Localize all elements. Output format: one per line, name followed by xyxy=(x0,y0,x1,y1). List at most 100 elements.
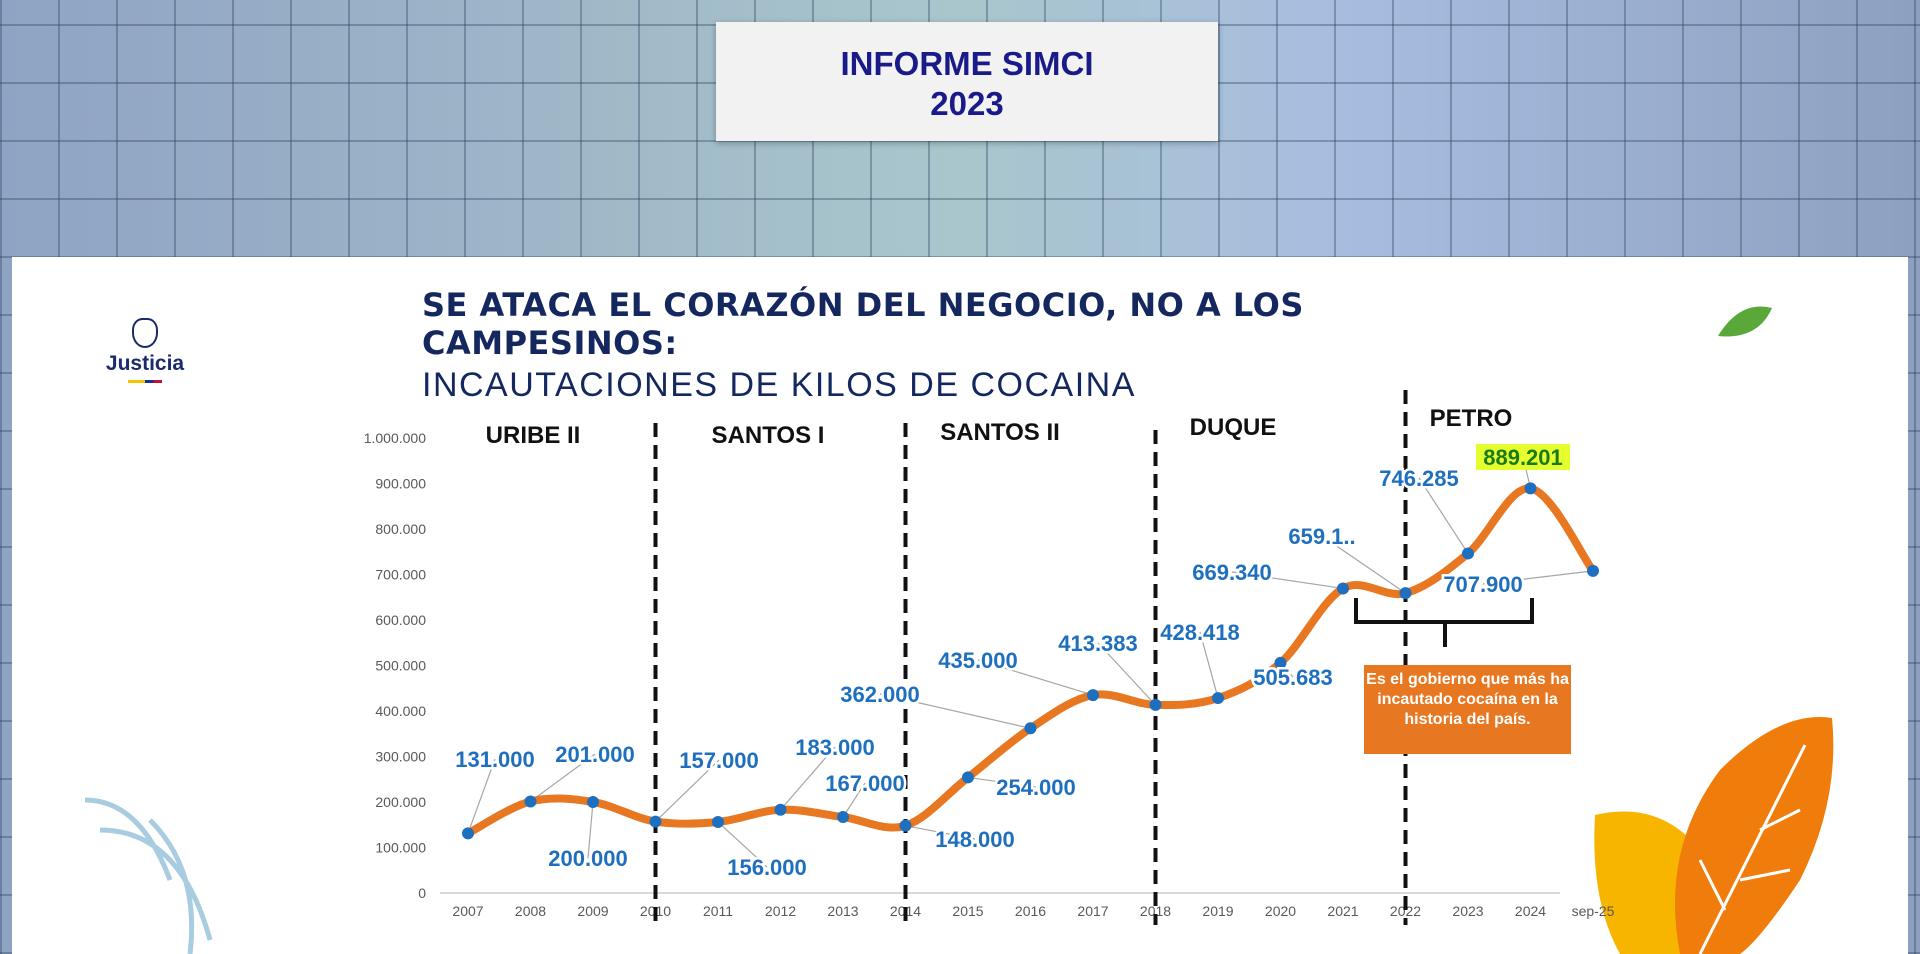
x-tick-label: 2024 xyxy=(1515,903,1546,919)
leader-line xyxy=(977,659,1094,696)
leader-line xyxy=(1231,571,1344,590)
data-label: 413.383 xyxy=(1058,631,1138,656)
banner-line1: INFORME SIMCI xyxy=(840,45,1094,82)
x-tick-label: 2011 xyxy=(703,903,733,919)
data-point xyxy=(1462,547,1474,560)
leader-line xyxy=(879,693,1031,729)
report-banner: INFORME SIMCI 2023 xyxy=(716,22,1218,141)
leader-line xyxy=(530,753,596,803)
y-tick-label: 0 xyxy=(418,885,426,901)
slide-title: SE ATACA EL CORAZÓN DEL NEGOCIO, NO A LO… xyxy=(422,286,1304,362)
data-label: 201.000 xyxy=(555,742,635,767)
data-label: 669.340 xyxy=(1192,560,1272,585)
leader-line xyxy=(1199,631,1219,699)
x-tick-label: 2019 xyxy=(1202,903,1233,919)
callout-note: Es el gobierno que más ha incautado coca… xyxy=(1364,665,1571,754)
leader-line xyxy=(655,759,720,822)
x-tick-label: 2023 xyxy=(1452,903,1483,919)
data-label: 505.683 xyxy=(1253,665,1333,690)
leader-line xyxy=(905,825,976,840)
data-point xyxy=(712,816,724,829)
slide-panel xyxy=(12,257,1908,954)
data-point xyxy=(899,819,912,832)
x-tick-label: sep-25 xyxy=(1572,903,1615,919)
data-label: 148.000 xyxy=(935,827,1015,852)
x-tick-label: 2008 xyxy=(515,903,546,919)
highlight-box xyxy=(1476,444,1570,470)
leaf-green-icon xyxy=(1718,306,1772,337)
x-tick-label: 2022 xyxy=(1390,903,1421,919)
leader-line xyxy=(967,776,1037,788)
x-tick-label: 2012 xyxy=(765,903,796,919)
data-label: 362.000 xyxy=(840,682,920,707)
justicia-logo: Justicia xyxy=(100,318,190,387)
data-point xyxy=(1087,689,1099,702)
x-tick-label: 2020 xyxy=(1265,903,1296,919)
y-tick-label: 900.000 xyxy=(375,476,426,492)
y-tick-label: 400.000 xyxy=(375,703,426,719)
y-tick-label: 700.000 xyxy=(375,567,426,583)
data-point xyxy=(1524,482,1537,495)
x-tick-label: 2021 xyxy=(1327,903,1358,919)
leader-line xyxy=(717,821,768,868)
y-tick-label: 100.000 xyxy=(375,840,426,856)
data-label: 254.000 xyxy=(996,775,1076,800)
leader-line xyxy=(780,746,836,811)
flag-stripe xyxy=(128,380,162,383)
x-tick-label: 2007 xyxy=(452,903,483,919)
y-tick-label: 500.000 xyxy=(375,658,426,674)
data-point xyxy=(649,815,662,828)
data-point xyxy=(774,803,787,816)
data-label: 167.000 xyxy=(825,771,905,796)
data-label: 746.285 xyxy=(1379,466,1459,491)
coat-of-arms-icon xyxy=(132,318,158,348)
data-label: 428.418 xyxy=(1160,620,1240,645)
data-label: 707.900 xyxy=(1443,572,1523,597)
data-point xyxy=(1212,692,1224,705)
data-label: 156.000 xyxy=(727,855,807,880)
data-label: 659.1.. xyxy=(1288,524,1355,549)
petro-bracket xyxy=(1354,598,1534,647)
x-tick-label: 2017 xyxy=(1077,903,1108,919)
data-label: 435.000 xyxy=(938,648,1018,673)
x-tick-label: 2015 xyxy=(952,903,983,919)
x-tick-label: 2009 xyxy=(577,903,608,919)
leader-line xyxy=(842,782,866,818)
data-point xyxy=(1399,587,1412,600)
leader-line xyxy=(1097,642,1156,706)
leaf-vein xyxy=(1698,744,1807,954)
data-label: 183.000 xyxy=(795,735,875,760)
chart-subtitle: INCAUTACIONES DE KILOS DE COCAINA xyxy=(422,366,1136,404)
data-point xyxy=(962,771,974,784)
y-tick-label: 1.000.000 xyxy=(364,430,426,446)
data-point xyxy=(1587,564,1599,577)
data-point xyxy=(1274,656,1287,669)
y-tick-label: 800.000 xyxy=(375,521,426,537)
data-point xyxy=(1149,698,1162,711)
decorations xyxy=(84,306,1834,954)
data-point xyxy=(837,811,849,824)
data-point xyxy=(1024,722,1037,735)
leader-line xyxy=(1418,477,1469,554)
leader-line xyxy=(467,758,496,834)
y-tick-label: 300.000 xyxy=(375,749,426,765)
leader-line xyxy=(1321,535,1406,594)
x-tick-label: 2016 xyxy=(1015,903,1046,919)
data-label: 200.000 xyxy=(548,846,628,871)
banner-line2: 2023 xyxy=(930,85,1004,122)
data-label: 889.201 xyxy=(1483,445,1563,470)
data-point xyxy=(462,827,474,840)
data-point xyxy=(1337,582,1349,595)
title-line2: CAMPESINOS: xyxy=(422,324,678,362)
data-point xyxy=(587,796,599,808)
period-label: SANTOS I xyxy=(712,422,825,449)
logo-text: Justicia xyxy=(105,352,185,375)
data-point xyxy=(524,795,537,808)
leaf-blue-outline-icon xyxy=(84,797,213,954)
leader-line xyxy=(587,801,594,859)
x-tick-label: 2013 xyxy=(827,903,858,919)
leaf-orange-icon xyxy=(1675,717,1834,954)
period-label: URIBE II xyxy=(486,422,581,449)
period-label: SANTOS II xyxy=(940,419,1060,446)
